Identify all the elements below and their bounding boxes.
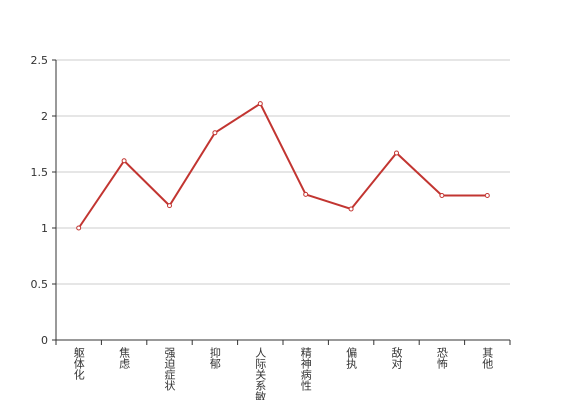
y-tick-label: 1.5 — [31, 166, 49, 179]
point — [439, 193, 445, 199]
point — [76, 225, 82, 231]
x-tick-label: 偏执 — [345, 346, 358, 370]
point — [303, 191, 309, 197]
point — [212, 130, 218, 136]
y-tick-label: 2 — [41, 110, 48, 123]
x-tick-label: 躯体化 — [72, 347, 85, 381]
point — [257, 101, 263, 107]
y-tick-label: 1 — [41, 222, 48, 235]
x-tick-label: 其他 — [481, 347, 494, 369]
x-tick-label: 精神病性 — [299, 347, 312, 392]
point — [394, 150, 399, 156]
y-tick-label: 2.5 — [31, 54, 49, 67]
x-tick-label: 敌对 — [390, 346, 403, 369]
x-tick-label: 恐怖 — [435, 347, 448, 369]
line — [77, 102, 488, 229]
point — [121, 158, 127, 164]
x-tick-label: 人际关系敏感 — [254, 347, 267, 400]
y-tick-label: 0 — [41, 334, 48, 347]
point — [167, 203, 172, 209]
point — [348, 206, 354, 212]
point — [484, 193, 490, 199]
x-tick-label: 焦虑 — [118, 347, 131, 369]
y-tick-label: 0.5 — [31, 278, 49, 291]
x-tick-label: 强迫症状 — [163, 347, 176, 391]
x-tick-label: 抑郁 — [208, 346, 221, 369]
